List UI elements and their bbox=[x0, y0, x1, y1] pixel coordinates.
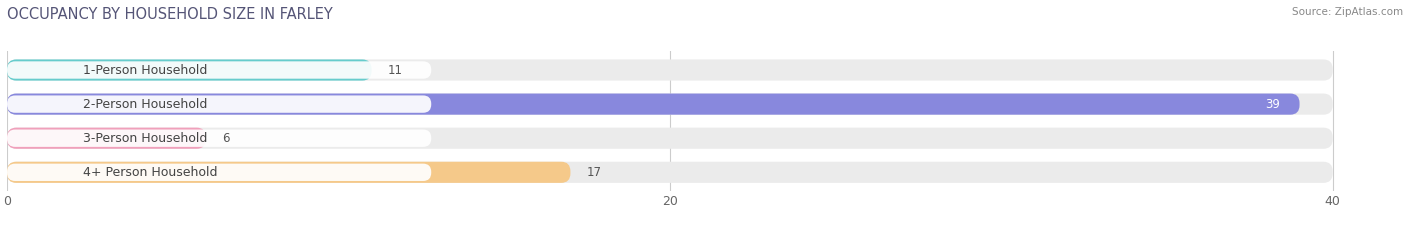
FancyBboxPatch shape bbox=[7, 96, 432, 113]
FancyBboxPatch shape bbox=[7, 162, 1333, 183]
FancyBboxPatch shape bbox=[7, 130, 432, 147]
Text: 4+ Person Household: 4+ Person Household bbox=[83, 166, 218, 179]
Text: 17: 17 bbox=[588, 166, 602, 179]
Text: 3-Person Household: 3-Person Household bbox=[83, 132, 208, 145]
FancyBboxPatch shape bbox=[7, 164, 432, 181]
FancyBboxPatch shape bbox=[7, 128, 1333, 149]
Text: Source: ZipAtlas.com: Source: ZipAtlas.com bbox=[1292, 7, 1403, 17]
FancyBboxPatch shape bbox=[7, 128, 205, 149]
Text: 1-Person Household: 1-Person Household bbox=[83, 64, 208, 76]
FancyBboxPatch shape bbox=[7, 59, 371, 81]
FancyBboxPatch shape bbox=[7, 59, 1333, 81]
Text: OCCUPANCY BY HOUSEHOLD SIZE IN FARLEY: OCCUPANCY BY HOUSEHOLD SIZE IN FARLEY bbox=[7, 7, 333, 22]
FancyBboxPatch shape bbox=[7, 93, 1299, 115]
FancyBboxPatch shape bbox=[7, 162, 571, 183]
FancyBboxPatch shape bbox=[7, 61, 432, 79]
Text: 6: 6 bbox=[222, 132, 231, 145]
Text: 11: 11 bbox=[388, 64, 404, 76]
Text: 39: 39 bbox=[1265, 98, 1279, 111]
Text: 2-Person Household: 2-Person Household bbox=[83, 98, 208, 111]
FancyBboxPatch shape bbox=[7, 93, 1333, 115]
